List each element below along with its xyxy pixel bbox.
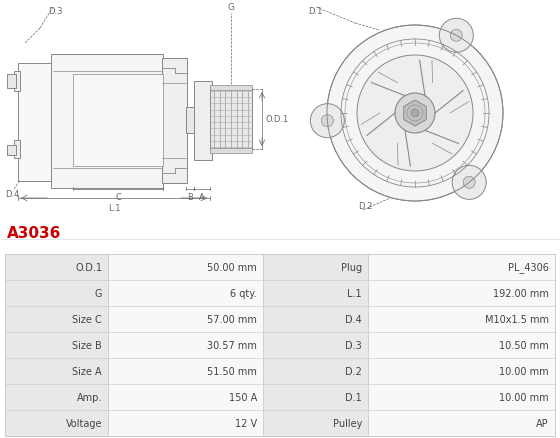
Bar [14,141,20,159]
Bar [108,254,263,280]
Circle shape [450,30,463,42]
Text: Plug: Plug [341,262,362,272]
Text: D.2: D.2 [358,201,372,211]
Polygon shape [404,101,426,127]
Bar [368,254,555,280]
Bar [263,410,368,436]
Bar [162,59,187,184]
Text: 30.57 mm: 30.57 mm [207,340,257,350]
Text: 50.00 mm: 50.00 mm [207,262,257,272]
Text: Size C: Size C [72,314,102,324]
Circle shape [411,110,419,118]
Text: L.1: L.1 [108,204,120,212]
Bar [368,332,555,358]
Bar [210,148,252,154]
Bar [108,306,263,332]
Bar [7,75,16,89]
Circle shape [321,115,333,127]
Text: A3036: A3036 [7,226,62,240]
Text: 10.50 mm: 10.50 mm [500,340,549,350]
Bar [368,410,555,436]
Text: PL_4306: PL_4306 [508,262,549,273]
Text: D.3: D.3 [48,7,63,16]
Bar [368,280,555,306]
Bar [108,280,263,306]
Text: D.4: D.4 [346,314,362,324]
Text: A: A [199,193,205,201]
Bar [194,82,212,161]
Bar [14,72,20,92]
Circle shape [395,94,435,134]
Bar [5,332,108,358]
Bar [263,254,368,280]
Bar [5,280,108,306]
Text: 10.00 mm: 10.00 mm [500,366,549,376]
Text: 6 qty.: 6 qty. [230,288,257,298]
Bar [263,306,368,332]
Text: AP: AP [536,418,549,428]
Text: O.D.1: O.D.1 [265,115,288,124]
Bar [73,75,163,166]
Bar [5,306,108,332]
Text: Amp.: Amp. [77,392,102,402]
Bar [368,384,555,410]
Bar [263,358,368,384]
Bar [7,146,16,155]
Bar [5,254,555,436]
Bar [210,90,252,150]
Text: O.D.1: O.D.1 [75,262,102,272]
Text: B: B [187,193,193,201]
Bar [5,410,108,436]
Text: 150 A: 150 A [228,392,257,402]
Bar [51,55,163,189]
Bar [108,358,263,384]
Bar [108,332,263,358]
Text: 12 V: 12 V [235,418,257,428]
Circle shape [310,104,344,138]
Bar [5,254,108,280]
Bar [368,306,555,332]
Text: G: G [227,3,235,12]
Text: Voltage: Voltage [66,418,102,428]
Text: 57.00 mm: 57.00 mm [207,314,257,324]
Bar [186,108,196,134]
Bar [5,358,108,384]
Text: Size A: Size A [72,366,102,376]
Text: 51.50 mm: 51.50 mm [207,366,257,376]
Circle shape [452,166,486,200]
Bar [263,384,368,410]
Text: Size B: Size B [72,340,102,350]
Bar [263,280,368,306]
Text: C: C [115,193,121,201]
Circle shape [327,26,503,201]
Text: D.1: D.1 [346,392,362,402]
Text: D.3: D.3 [346,340,362,350]
Bar [263,332,368,358]
Bar [18,64,53,182]
Text: D.2: D.2 [345,366,362,376]
Circle shape [463,177,475,189]
Text: L.1: L.1 [347,288,362,298]
Text: D.1: D.1 [308,7,323,16]
Text: D.4: D.4 [5,190,20,198]
Circle shape [439,19,473,53]
Bar [368,358,555,384]
Bar [210,86,252,91]
Text: G: G [95,288,102,298]
Circle shape [357,56,473,172]
Bar [108,384,263,410]
Text: M10x1.5 mm: M10x1.5 mm [485,314,549,324]
Text: Pulley: Pulley [333,418,362,428]
Text: 10.00 mm: 10.00 mm [500,392,549,402]
Bar [5,384,108,410]
Bar [108,410,263,436]
Text: 192.00 mm: 192.00 mm [493,288,549,298]
